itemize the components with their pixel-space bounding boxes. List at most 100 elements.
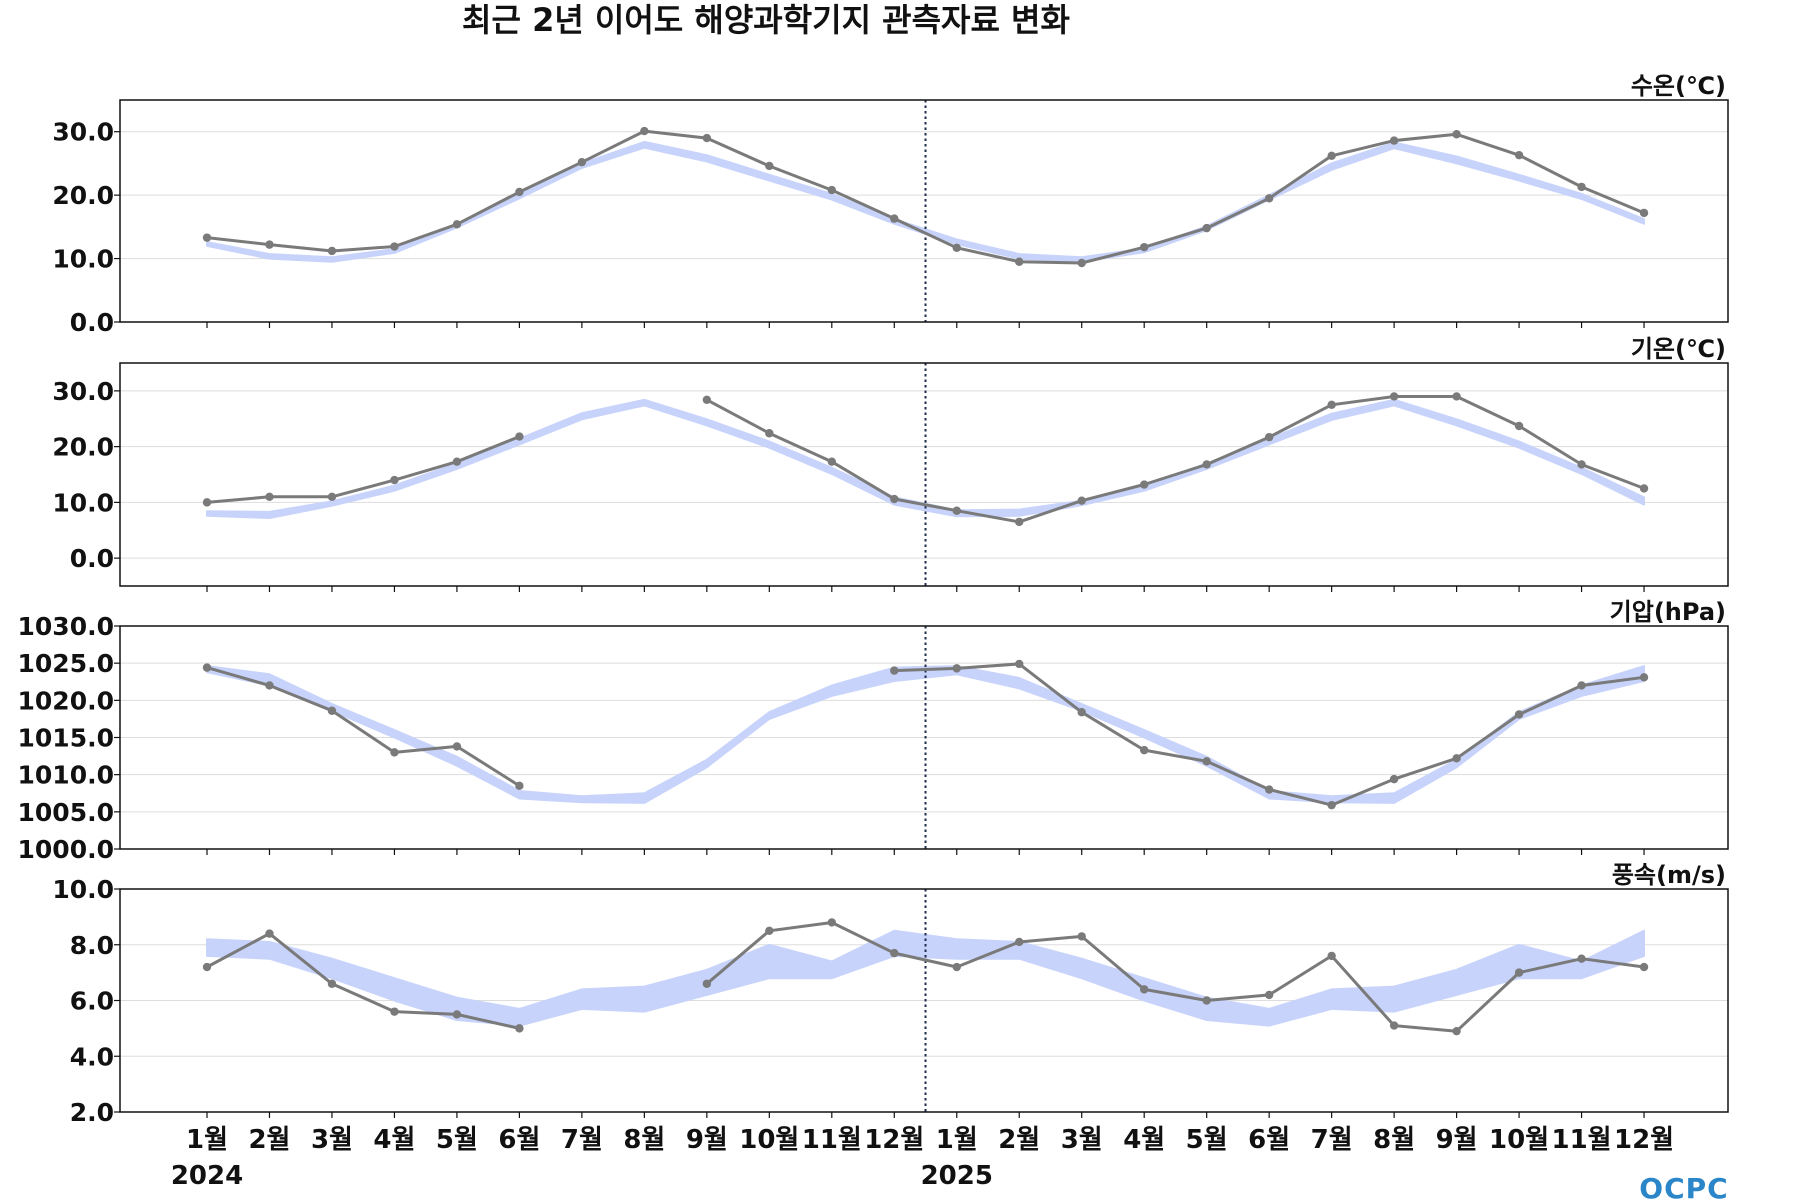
y-tick-label: 1010.0 — [18, 761, 114, 790]
y-tick-label: 30.0 — [52, 118, 114, 147]
observed-point — [1577, 954, 1586, 963]
observed-point — [1077, 708, 1086, 717]
x-tick-label: 5월 — [1186, 1125, 1228, 1155]
observed-point — [1140, 745, 1149, 755]
y-tick-label: 0.0 — [70, 308, 114, 337]
x-tick-label: 2월 — [248, 1125, 290, 1155]
year-label: 2025 — [921, 1161, 993, 1191]
observed-line — [206, 129, 1645, 265]
observed-point — [1577, 182, 1586, 192]
observed-point — [1514, 421, 1524, 431]
y-tick-label: 1030.0 — [18, 612, 114, 641]
observed-point — [265, 492, 274, 501]
observed-point — [1577, 681, 1586, 690]
panel-4: 2.0 4.0 6.0 8.0 10.0 풍속(m/s) — [52, 861, 1729, 1127]
x-tick-label: 3월 — [1061, 1125, 1103, 1155]
observed-point — [577, 157, 587, 167]
observed-point — [1264, 194, 1274, 203]
x-axis: 1월 2월 3월 4월 5월 6월 7월 8월 9월 10월 11월 12월 1월 2월 3월 4월 5월 6월 7… — [171, 1125, 1674, 1191]
observed-point — [265, 681, 274, 690]
panel-label: 기온(℃) — [1631, 335, 1726, 363]
panel-frame — [119, 99, 1729, 323]
x-tick-label: 2월 — [998, 1125, 1040, 1155]
observed-point — [327, 246, 337, 256]
y-tick-label: 1000.0 — [18, 835, 114, 864]
normal-range-band — [206, 398, 1645, 519]
observed-point — [1077, 258, 1086, 268]
observed-point — [1639, 962, 1649, 972]
normal-range-band — [206, 929, 1645, 1027]
y-tick-label: 4.0 — [70, 1042, 114, 1071]
x-tick-label: 7월 — [1311, 1125, 1353, 1155]
observed-point — [1202, 757, 1211, 766]
observed-point — [202, 962, 212, 972]
y-tick-label: 8.0 — [70, 931, 114, 960]
x-tick-label: 10월 — [1489, 1125, 1549, 1155]
observed-point — [890, 948, 899, 958]
panel-label: 풍속(m/s) — [1612, 861, 1726, 889]
y-tick-label: 10.0 — [52, 488, 114, 517]
observed-point — [1202, 223, 1211, 233]
x-tick-label: 6월 — [1248, 1125, 1290, 1155]
panel-2: 0.0 10.0 20.0 30.0 기온(℃) — [52, 335, 1729, 592]
observed-point — [1639, 208, 1649, 218]
observed-point — [765, 161, 774, 171]
observed-point — [202, 233, 212, 242]
observed-point — [390, 748, 399, 757]
observed-point — [952, 243, 961, 252]
observed-point — [452, 742, 462, 751]
y-tick-label: 20.0 — [52, 181, 114, 210]
observed-point — [327, 706, 337, 715]
observed-point — [1452, 1026, 1461, 1036]
observed-point — [1264, 432, 1274, 442]
panel-frame — [119, 362, 1729, 587]
observed-point — [952, 506, 961, 515]
observed-point — [1327, 800, 1336, 810]
chart-title: 최근 2년 이어도 해양과학기지 관측자료 변화 — [462, 1, 1070, 39]
x-tick-label: 12월 — [1614, 1125, 1674, 1155]
observed-point — [765, 926, 774, 936]
panel-frame — [119, 625, 1729, 850]
observed-point — [702, 133, 712, 143]
observed-point — [1452, 754, 1461, 763]
observed-point — [452, 457, 462, 466]
x-tick-label: 9월 — [686, 1125, 728, 1155]
observed-point — [890, 666, 899, 675]
x-tick-label: 12월 — [864, 1125, 924, 1155]
observed-point — [1327, 151, 1336, 161]
observed-line — [206, 435, 520, 504]
x-tick-label: 1월 — [936, 1125, 978, 1155]
observed-point — [1077, 932, 1086, 941]
observed-point — [452, 220, 462, 229]
observed-point — [1514, 710, 1524, 719]
y-tick-label: 30.0 — [52, 377, 114, 406]
year-label: 2024 — [171, 1161, 243, 1191]
observed-point — [515, 781, 524, 791]
panel-3: 1000.0 1005.0 1010.0 1015.0 1020.0 1025.0 1030… — [18, 598, 1729, 864]
panel-label: 기압(hPa) — [1610, 598, 1726, 626]
x-tick-label: 8월 — [1373, 1125, 1415, 1155]
observed-point — [202, 663, 212, 672]
x-tick-label: 7월 — [561, 1125, 603, 1155]
panel-1: 0.0 10.0 20.0 30.0 수온(℃) — [52, 72, 1729, 337]
observed-point — [1514, 968, 1524, 977]
observed-point — [1389, 1021, 1399, 1030]
observed-line — [705, 921, 1645, 1033]
observed-point — [202, 498, 212, 507]
observed-point — [1327, 951, 1336, 961]
observed-point — [1639, 673, 1649, 682]
observed-point — [1577, 460, 1586, 469]
observed-point — [1514, 150, 1524, 160]
observed-point — [390, 1007, 399, 1016]
observed-point — [827, 918, 836, 927]
observed-point — [1389, 774, 1399, 784]
x-tick-label: 4월 — [373, 1125, 415, 1155]
observed-point — [515, 432, 524, 441]
y-tick-label: 1005.0 — [18, 798, 114, 827]
observed-point — [452, 1010, 462, 1019]
observed-point — [390, 242, 399, 251]
observed-point — [515, 187, 524, 197]
observed-point — [1202, 460, 1211, 469]
observed-point — [327, 979, 337, 988]
observed-point — [1140, 242, 1149, 252]
